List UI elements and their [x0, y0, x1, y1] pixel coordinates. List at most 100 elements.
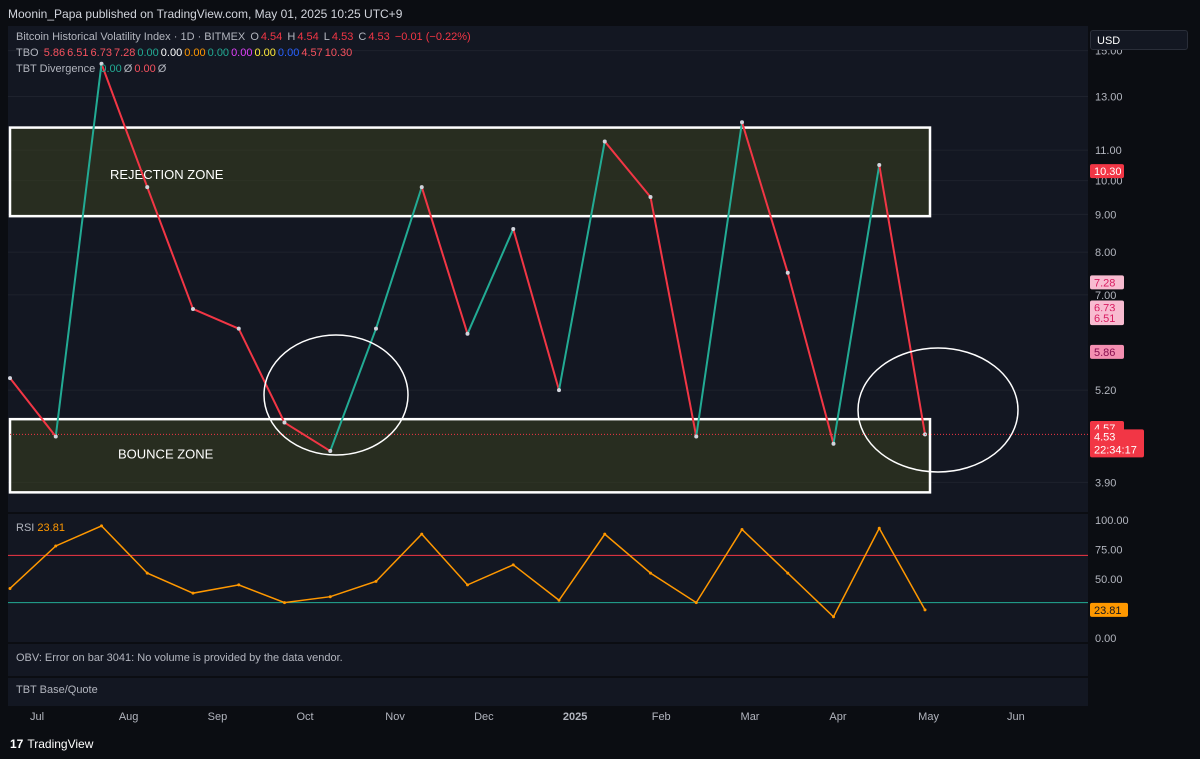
rsi-tick-label: 100.00 [1095, 515, 1129, 527]
price-point [328, 449, 333, 454]
close-value: 4.53 [368, 31, 390, 43]
price-badge [1090, 344, 1124, 359]
price-tick-label: 8.00 [1095, 247, 1116, 259]
tbo-value: 0.00 [277, 47, 300, 59]
price-segment [558, 141, 606, 391]
price-segment [420, 186, 469, 335]
tradingview-logo[interactable]: 17 TradingView [10, 737, 94, 751]
price-segment [649, 196, 698, 437]
time-axis-label: Apr [829, 711, 846, 723]
tbo-value: 0.00 [254, 47, 276, 59]
tbo-value: 0.00 [184, 47, 206, 59]
price-point [99, 61, 104, 66]
time-axis-label: Aug [119, 711, 139, 723]
price-point [145, 185, 150, 190]
rejection-zone-label: REJECTION ZONE [110, 167, 224, 182]
price-badge [1090, 300, 1124, 315]
price-badge [1090, 164, 1124, 179]
rsi-point [237, 583, 241, 587]
rsi-point [603, 532, 607, 536]
price-segment [329, 328, 377, 452]
bounce-zone-box [8, 417, 932, 494]
price-segment [466, 228, 515, 335]
price-point [602, 139, 607, 144]
rsi-point [923, 608, 927, 612]
symbol-legend[interactable]: Bitcoin Historical Volatility Index · 1D… [16, 31, 471, 43]
tbo-legend[interactable]: TBO 5.86 6.51 6.73 7.28 0.00 0.00 0.00 0.00 0.00… [16, 47, 354, 59]
price-segment [786, 272, 835, 444]
rsi-point [420, 532, 424, 536]
price-tick-label: 9.00 [1095, 209, 1116, 221]
price-segment [603, 140, 652, 198]
annotation-circle-left [263, 334, 409, 456]
rsi-point [374, 579, 378, 583]
rsi-point [466, 583, 469, 587]
tbo-value: 4.57 [301, 47, 323, 59]
price-point [53, 434, 58, 439]
rsi-pane[interactable] [8, 514, 1088, 642]
low-value: 4.53 [331, 31, 354, 43]
tbt-divergence-legend[interactable]: TBT Divergence 0.00 Ø 0.00 Ø [16, 63, 168, 75]
time-axis-label: Mar [741, 711, 760, 723]
time-axis-label: Oct [296, 711, 313, 723]
price-point [511, 226, 516, 231]
rsi-point [328, 595, 332, 599]
price-tick-label: 10.00 [1095, 176, 1123, 188]
time-axis-label: 2025 [563, 711, 587, 723]
tbt-base-quote-label: TBT Base/Quote [16, 684, 98, 696]
rsi-badge [1090, 602, 1128, 617]
price-segment [9, 377, 57, 438]
rsi-point [283, 601, 286, 605]
time-axis-label: Jul [30, 711, 44, 723]
tbt-pane[interactable] [8, 678, 1088, 706]
price-point [648, 195, 653, 200]
price-tick-label: 13.00 [1095, 92, 1123, 104]
rsi-point [832, 615, 835, 619]
annotation-circle-right [857, 347, 1019, 473]
time-axis-label: Nov [385, 711, 405, 723]
price-point [740, 120, 744, 125]
tbo-value: 0.00 [137, 47, 159, 59]
price-point [557, 388, 561, 393]
price-point [8, 376, 12, 381]
rsi-point [145, 571, 149, 575]
currency-selector[interactable]: USD [1090, 30, 1188, 50]
price-point [282, 420, 287, 425]
price-segment [146, 186, 194, 310]
change-value: −0.01 (−0.22%) [394, 31, 471, 43]
price-point [374, 326, 378, 331]
tbo-value: 0.00 [160, 47, 183, 59]
rsi-point [191, 591, 195, 595]
bounce-zone-label: BOUNCE ZONE [118, 447, 214, 462]
price-segment [512, 228, 560, 391]
rsi-point [877, 526, 881, 530]
countdown-label: 22:34:17 [1094, 444, 1137, 456]
obv-pane[interactable] [8, 644, 1088, 676]
time-axis-label: Dec [474, 711, 494, 723]
rsi-legend[interactable]: RSI 23.81 [16, 522, 65, 534]
rsi-line [9, 525, 926, 618]
price-segment [100, 63, 149, 188]
tbo-value: 7.28 [113, 47, 136, 59]
publisher-line: Moonin_Papa published on TradingView.com… [8, 7, 403, 21]
price-segment [237, 328, 286, 423]
divergence-value: 0.00 [100, 63, 122, 75]
rsi-label: RSI [16, 522, 35, 534]
rsi-value: 23.81 [37, 522, 65, 534]
price-point [831, 441, 836, 446]
tbo-value: 0.00 [207, 47, 230, 59]
rsi-point [740, 527, 744, 531]
rsi-point [100, 524, 103, 528]
price-badge-label: 6.51 [1094, 313, 1115, 325]
price-badge [1090, 275, 1124, 290]
price-point [236, 326, 241, 331]
price-badge-label: 7.28 [1094, 277, 1115, 289]
rejection-zone-box [8, 126, 932, 218]
tv-logo-icon: 17 [10, 737, 24, 751]
price-segment [832, 164, 881, 444]
high-value: 4.54 [297, 31, 319, 43]
tbo-label: TBO [16, 47, 39, 59]
time-axis-label: Sep [208, 711, 228, 723]
rsi-point [694, 601, 698, 605]
